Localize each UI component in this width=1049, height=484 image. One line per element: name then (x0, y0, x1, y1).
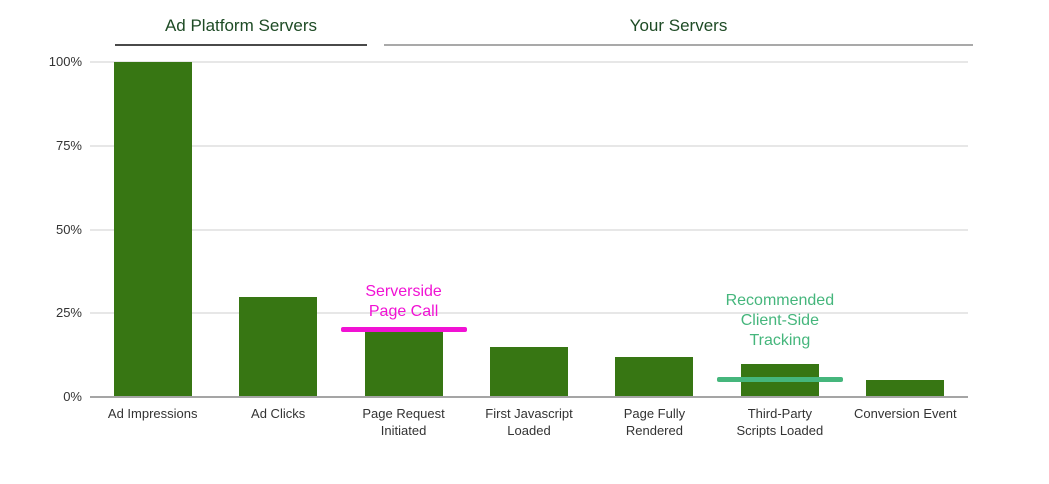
bar-conversion-event (866, 380, 945, 397)
annotation-text-recommended-client-side-tracking: Recommended Client-Side Tracking (725, 292, 835, 349)
gridline-50pct (90, 228, 968, 231)
x-axis-label-conversion-event: Conversion Event (853, 406, 957, 421)
x-axis-label-page-request-initiated: Page Request Initiated (362, 406, 445, 438)
annotation-line-serverside-page-call (340, 326, 467, 332)
y-axis-tick-label: 50% (55, 221, 82, 237)
y-axis-tick-label: 25% (55, 305, 82, 321)
annotation-line-recommended-client-side-tracking (716, 376, 843, 382)
bar-first-javascript-loaded (490, 346, 568, 397)
gridline-25pct (90, 312, 968, 315)
group-title-your-servers: Your Servers (629, 16, 728, 35)
y-axis-tick-label: 0% (63, 389, 82, 404)
y-axis-tick-label: 100% (48, 54, 82, 69)
bar-ad-impressions (113, 62, 192, 397)
x-axis-label-ad-clicks: Ad Clicks (251, 406, 306, 421)
x-axis-label-page-fully-rendered: Page Fully Rendered (623, 406, 686, 438)
gridline-100pct (90, 61, 968, 63)
bar-page-request-initiated (364, 330, 443, 397)
group-underline-your-servers (384, 44, 973, 46)
gridline-75pct (90, 144, 968, 147)
x-axis-label-first-javascript-loaded: First Javascript Loaded (485, 406, 573, 438)
group-underline-ad-platform-servers (115, 44, 367, 46)
x-axis-label-ad-impressions: Ad Impressions (107, 406, 198, 421)
x-axis-label-third-party-scripts-loaded: Third-Party Scripts Loaded (736, 406, 824, 438)
y-axis-tick-label: 75% (55, 137, 82, 153)
bar-page-fully-rendered (615, 356, 694, 397)
x-axis-baseline (90, 396, 968, 398)
bar-ad-clicks (239, 296, 318, 397)
annotation-text-serverside-page-call: Serverside Page Call (365, 283, 442, 320)
group-title-ad-platform-servers: Ad Platform Servers (164, 16, 318, 35)
